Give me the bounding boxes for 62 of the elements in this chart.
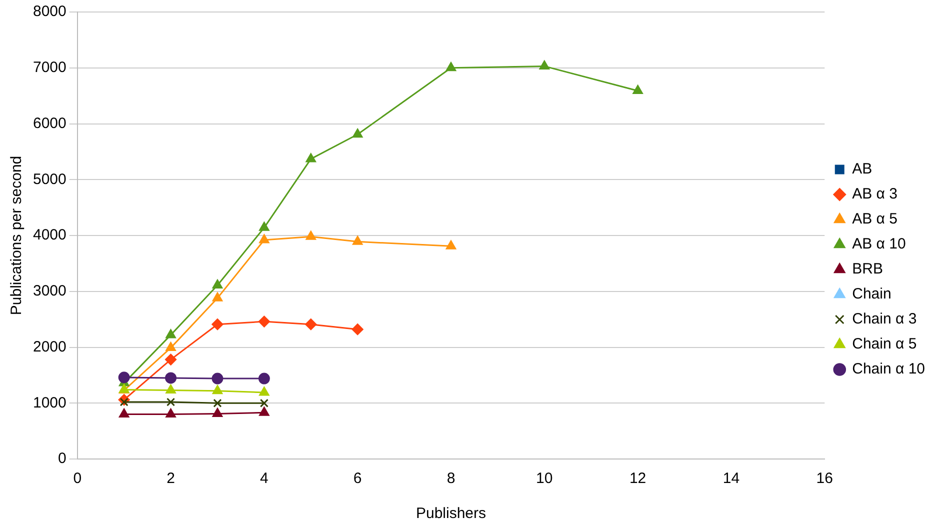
legend-label: BRB: [852, 260, 883, 278]
y-tick-label: 4000: [32, 226, 66, 244]
point: [166, 398, 176, 406]
x-tick-label: 4: [260, 470, 268, 488]
point: [306, 230, 316, 240]
legend-label: AB α 3: [852, 186, 898, 203]
y-tick-label: 1000: [32, 394, 66, 412]
point: [305, 318, 317, 330]
legend-label: Chain α 5: [852, 336, 917, 353]
y-tick-label: 2000: [32, 338, 66, 356]
point: [166, 342, 176, 352]
point: [212, 318, 224, 330]
point: [259, 386, 270, 396]
x-tick-label: 16: [816, 470, 833, 488]
point: [259, 406, 270, 416]
y-tick-label: 0: [58, 450, 66, 468]
point: [213, 398, 222, 408]
legend-label: Chain α 3: [852, 310, 917, 328]
point: [352, 324, 364, 336]
point: [539, 60, 550, 70]
y-tick-label: 3000: [32, 282, 66, 300]
x-tick-label: 14: [722, 470, 740, 488]
y-tick-label: 7000: [32, 59, 66, 76]
point: [352, 236, 363, 245]
legend-label: AB α 5: [852, 210, 898, 228]
x-tick-label: 12: [629, 470, 646, 488]
x-tick-label: 2: [166, 470, 175, 488]
point: [259, 222, 270, 231]
point: [212, 292, 223, 302]
point: [118, 408, 130, 418]
point: [166, 408, 176, 418]
y-tick-label: 8000: [32, 3, 66, 20]
legend-label: AB α 10: [852, 236, 906, 253]
point: [212, 385, 223, 394]
point: [306, 153, 316, 162]
x-tick-label: 6: [353, 470, 362, 488]
x-tick-label: 10: [536, 470, 553, 488]
point: [260, 398, 268, 408]
y-tick-label: 6000: [32, 114, 66, 132]
point: [446, 240, 456, 250]
y-axis-title: Publications per second: [8, 156, 26, 316]
point: [166, 329, 176, 338]
point: [352, 128, 363, 138]
y-tick-label: 5000: [32, 170, 66, 188]
point: [258, 372, 270, 384]
legend-label: Chain α 10: [852, 360, 926, 378]
point: [632, 85, 643, 94]
point: [259, 234, 270, 244]
x-tick-label: 0: [73, 470, 82, 488]
point: [165, 354, 177, 366]
point: [446, 62, 456, 72]
legend-label: AB: [852, 160, 872, 178]
x-axis-title: Publishers: [416, 505, 486, 522]
point: [212, 408, 223, 417]
point: [258, 316, 270, 328]
point: [212, 279, 223, 288]
x-tick-label: 8: [446, 470, 456, 488]
point: [165, 372, 177, 384]
legend-label: Chain: [852, 286, 892, 303]
point: [166, 384, 176, 394]
point: [212, 372, 224, 384]
point: [118, 372, 130, 384]
